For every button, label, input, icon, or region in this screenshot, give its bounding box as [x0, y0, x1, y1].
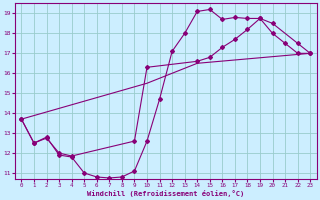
X-axis label: Windchill (Refroidissement éolien,°C): Windchill (Refroidissement éolien,°C)	[87, 190, 244, 197]
